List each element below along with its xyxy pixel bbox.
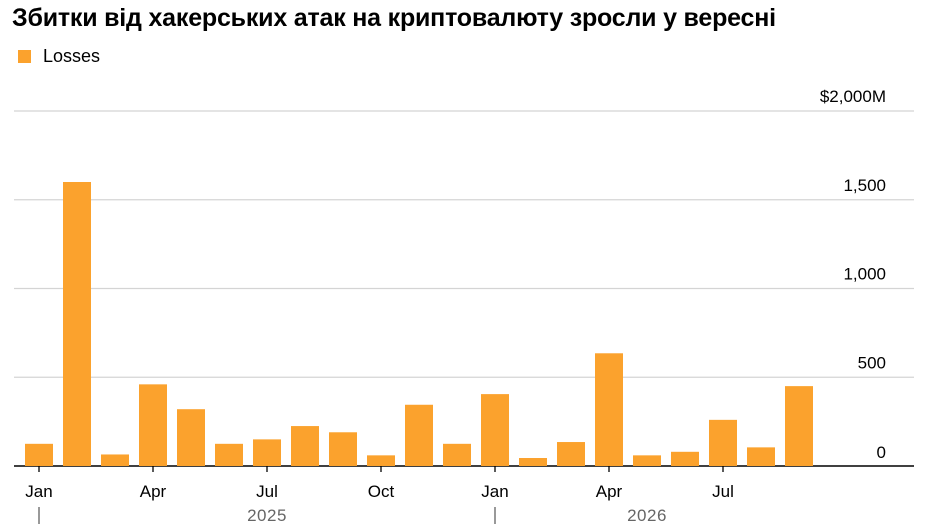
legend-swatch — [18, 50, 31, 63]
x-tick-label: Jul — [712, 482, 734, 501]
y-tick-label: 1,000 — [843, 265, 886, 284]
bar — [557, 442, 585, 466]
year-label: 2026 — [627, 506, 667, 525]
year-label: 2025 — [247, 506, 287, 525]
x-tick-label: Oct — [368, 482, 395, 501]
y-tick-label: 0 — [877, 443, 886, 462]
x-tick-label: Jan — [25, 482, 52, 501]
x-axis-ticks: Jan Apr Jul Oct Jan Apr Jul — [25, 466, 734, 501]
bar — [63, 182, 91, 466]
bar — [595, 353, 623, 466]
bar — [785, 386, 813, 466]
y-tick-label: 500 — [858, 353, 886, 372]
bar — [177, 409, 205, 466]
bar — [329, 432, 357, 466]
chart-title: Збитки від хакерських атак на криптовалю… — [12, 4, 776, 32]
bar — [671, 451, 699, 466]
x-tick-label: Apr — [140, 482, 167, 501]
x-tick-label: Jul — [256, 482, 278, 501]
bar — [443, 443, 471, 466]
y-axis-ticks: 0 500 1,000 1,500 $2,000M — [820, 87, 886, 462]
bar — [367, 455, 395, 466]
bar — [481, 394, 509, 466]
x-tick-label: Jan — [481, 482, 508, 501]
bar — [633, 455, 661, 466]
bar — [101, 454, 129, 466]
year-labels: 2025 2026 — [38, 506, 667, 525]
bar — [139, 384, 167, 466]
legend: Losses — [18, 46, 100, 67]
bar — [291, 426, 319, 466]
bar — [519, 458, 547, 466]
y-tick-label: 1,500 — [843, 176, 886, 195]
bar — [215, 443, 243, 466]
y-tick-label: $2,000M — [820, 87, 886, 106]
legend-label: Losses — [43, 46, 101, 66]
bars — [25, 182, 813, 466]
bar — [747, 447, 775, 466]
bar — [253, 439, 281, 466]
bar — [405, 404, 433, 466]
x-tick-label: Apr — [596, 482, 623, 501]
bar — [25, 443, 53, 466]
bar — [709, 419, 737, 466]
